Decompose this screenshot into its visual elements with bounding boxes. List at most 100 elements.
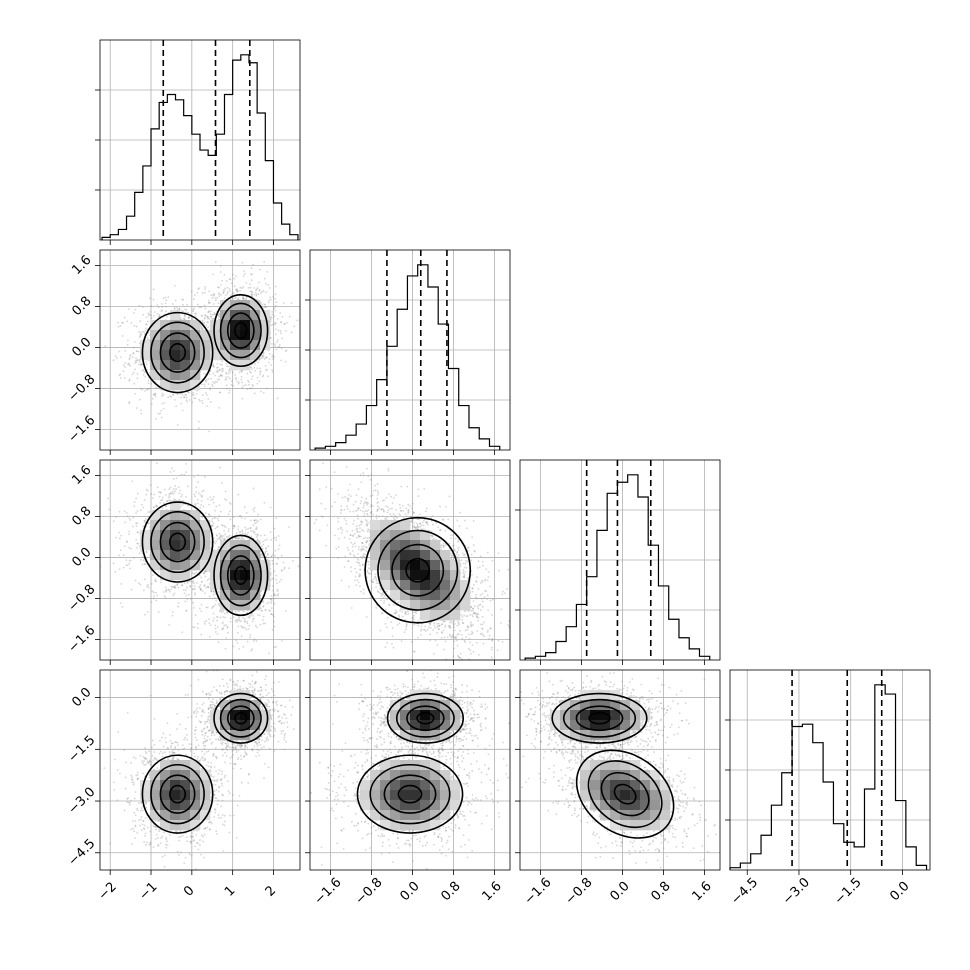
sample-point bbox=[254, 624, 257, 627]
sample-point bbox=[234, 275, 237, 278]
sample-point bbox=[249, 290, 252, 293]
sample-point bbox=[267, 361, 270, 364]
sample-point bbox=[132, 352, 135, 355]
sample-point bbox=[235, 537, 238, 540]
sample-point bbox=[285, 321, 288, 324]
y-tick-label: 0.0 bbox=[69, 335, 94, 360]
sample-point bbox=[186, 391, 189, 394]
sample-point bbox=[204, 622, 206, 625]
sample-point bbox=[198, 398, 200, 401]
sample-point bbox=[224, 378, 227, 381]
sample-point bbox=[207, 316, 210, 319]
sample-point bbox=[217, 318, 220, 321]
sample-point bbox=[225, 499, 228, 501]
sample-point bbox=[121, 321, 123, 324]
density-cell bbox=[210, 350, 221, 361]
sample-point bbox=[269, 609, 272, 612]
sample-point bbox=[146, 489, 149, 492]
sample-point bbox=[195, 392, 198, 395]
sample-point bbox=[270, 556, 273, 558]
sample-point bbox=[119, 325, 122, 327]
sample-point bbox=[214, 631, 217, 633]
sample-point bbox=[268, 652, 270, 655]
density-cell bbox=[250, 310, 261, 321]
sample-point bbox=[277, 329, 280, 332]
sample-point bbox=[282, 302, 285, 305]
sample-point bbox=[251, 295, 254, 298]
sample-point bbox=[265, 555, 268, 558]
sample-point bbox=[229, 620, 232, 623]
sample-point bbox=[136, 510, 139, 512]
sample-point bbox=[186, 485, 189, 488]
sample-point bbox=[242, 275, 245, 277]
sample-point bbox=[168, 488, 171, 490]
sample-point bbox=[108, 508, 110, 511]
sample-point bbox=[213, 597, 216, 599]
sample-point bbox=[246, 388, 249, 391]
sample-point bbox=[196, 622, 199, 625]
sample-point bbox=[236, 641, 239, 644]
sample-point bbox=[233, 285, 236, 287]
sample-point bbox=[220, 611, 223, 613]
sample-point bbox=[249, 360, 252, 363]
sample-point bbox=[226, 387, 229, 390]
sample-point bbox=[142, 506, 145, 509]
density-cell bbox=[150, 320, 161, 331]
sample-point bbox=[255, 533, 257, 536]
sample-point bbox=[266, 356, 269, 359]
sample-point bbox=[193, 298, 195, 301]
sample-point bbox=[268, 353, 271, 355]
sample-point bbox=[172, 393, 174, 396]
sample-point bbox=[167, 588, 170, 591]
contour-line bbox=[150, 321, 205, 384]
sample-point bbox=[183, 318, 186, 321]
density-cell bbox=[250, 300, 261, 311]
sample-point bbox=[234, 536, 237, 539]
sample-point bbox=[155, 505, 158, 508]
sample-point bbox=[181, 299, 184, 301]
sample-point bbox=[135, 522, 138, 525]
density-cell bbox=[170, 330, 181, 341]
sample-point bbox=[136, 350, 138, 353]
sample-point bbox=[218, 391, 221, 394]
sample-point bbox=[126, 320, 129, 323]
sample-point bbox=[193, 294, 196, 297]
sample-point bbox=[185, 471, 188, 474]
sample-point bbox=[191, 401, 194, 404]
density-cell bbox=[140, 340, 151, 351]
sample-point bbox=[192, 394, 195, 397]
sample-point bbox=[177, 602, 180, 604]
sample-point bbox=[204, 314, 207, 317]
sample-point bbox=[128, 533, 130, 536]
sample-point bbox=[264, 552, 266, 555]
sample-point bbox=[159, 581, 162, 584]
sample-point bbox=[269, 597, 272, 600]
sample-point bbox=[236, 289, 239, 292]
sample-point bbox=[126, 564, 129, 567]
sample-point bbox=[216, 378, 219, 381]
sample-point bbox=[112, 359, 115, 362]
sample-point bbox=[150, 493, 153, 496]
sample-point bbox=[147, 586, 150, 589]
sample-point bbox=[218, 546, 220, 549]
sample-point bbox=[253, 293, 256, 296]
sample-point bbox=[221, 374, 223, 377]
density-cell bbox=[160, 380, 171, 391]
sample-point bbox=[209, 387, 211, 389]
sample-point bbox=[211, 518, 214, 520]
sample-point bbox=[219, 363, 222, 366]
sample-point bbox=[293, 325, 296, 328]
sample-point bbox=[155, 591, 157, 594]
sample-point bbox=[115, 357, 118, 360]
sample-point bbox=[204, 314, 207, 317]
sample-point bbox=[138, 359, 141, 361]
sample-point bbox=[262, 601, 265, 604]
sample-point bbox=[256, 538, 259, 540]
sample-point bbox=[265, 387, 268, 390]
sample-point bbox=[225, 280, 228, 282]
sample-point bbox=[112, 562, 115, 565]
sample-point bbox=[205, 570, 208, 573]
sample-point bbox=[145, 488, 148, 491]
sample-point bbox=[154, 417, 157, 420]
sample-point bbox=[252, 639, 255, 642]
